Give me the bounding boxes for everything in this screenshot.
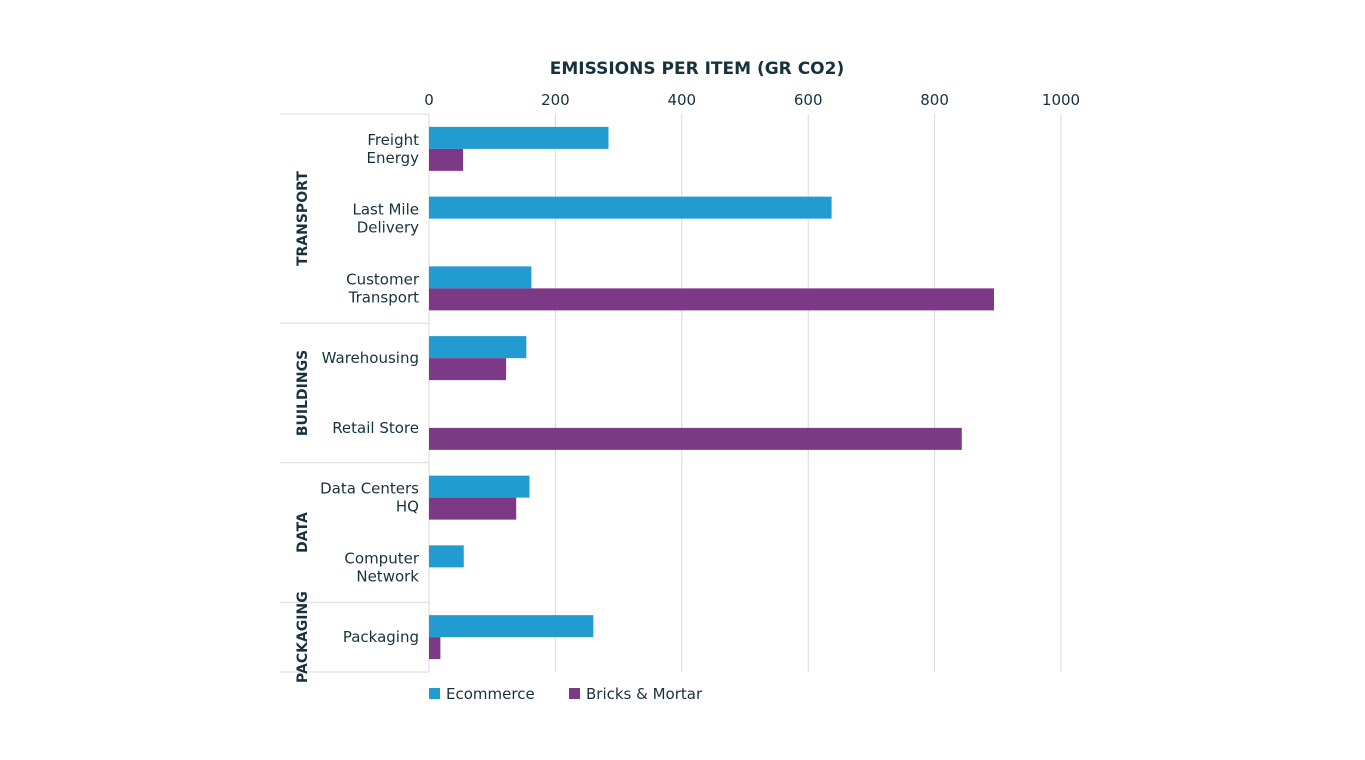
category-label-line: Packaging [343,628,419,646]
category-label: Packaging [343,628,419,646]
category-label: Customer Transport [346,270,420,306]
category-label-line: Retail Store [332,419,419,437]
category-label: Data Centers HQ [320,480,419,516]
category-label-line: Warehousing [322,349,419,367]
chart-title: EMISSIONS PER ITEM (GR CO2) [550,59,844,79]
group-labels: TRANSPORT BUILDINGS DATA PACKAGING [295,171,311,683]
category-label: Retail Store [332,419,419,437]
legend-label: Bricks & Mortar [586,685,703,703]
category-label-line: Freight [367,131,419,149]
x-tick-label: 800 [920,91,949,109]
category-label-line: Last Mile [352,201,419,219]
legend-swatch [429,688,440,699]
bar-ecommerce [429,266,532,289]
bar-bricks-mortar [429,497,517,520]
category-label: Last Mile Delivery [352,201,419,237]
bar-ecommerce [429,475,530,498]
bar-bricks-mortar [429,148,464,171]
x-tick-label: 1000 [1042,91,1080,109]
category-labels: Freight Energy Last Mile Delivery Customer Tr… [320,131,420,646]
bar-ecommerce [429,615,594,638]
x-tick-label: 400 [667,91,696,109]
category-label: Computer Network [344,549,419,585]
group-label: TRANSPORT [295,171,311,266]
x-tick-label: 200 [541,91,570,109]
bar-ecommerce [429,336,527,359]
category-label-line: Transport [348,288,420,306]
bar-ecommerce [429,196,832,219]
bar-ecommerce [429,545,464,568]
category-label: Warehousing [322,349,419,367]
legend: Ecommerce Bricks & Mortar [429,685,703,703]
category-label: Freight Energy [366,131,419,167]
category-label-line: Data Centers [320,480,419,498]
bar-bricks-mortar [429,637,441,660]
bar-bricks-mortar [429,358,507,381]
group-label: PACKAGING [295,591,311,683]
category-label-line: Computer [344,549,419,567]
group-label: DATA [295,512,311,553]
bar-ecommerce [429,126,609,149]
category-label-line: HQ [396,498,419,516]
bars [429,126,995,660]
legend-swatch [569,688,580,699]
legend-label: Ecommerce [446,685,535,703]
x-axis-ticks: 0 200 400 600 800 1000 [424,91,1080,109]
category-label-line: Network [356,567,419,585]
category-label-line: Energy [366,149,419,167]
x-tick-label: 0 [424,91,434,109]
x-tick-label: 600 [794,91,823,109]
category-label-line: Customer [346,270,420,288]
bar-bricks-mortar [429,427,962,450]
category-label-line: Delivery [357,219,419,237]
group-label: BUILDINGS [295,350,311,436]
bar-bricks-mortar [429,288,995,311]
